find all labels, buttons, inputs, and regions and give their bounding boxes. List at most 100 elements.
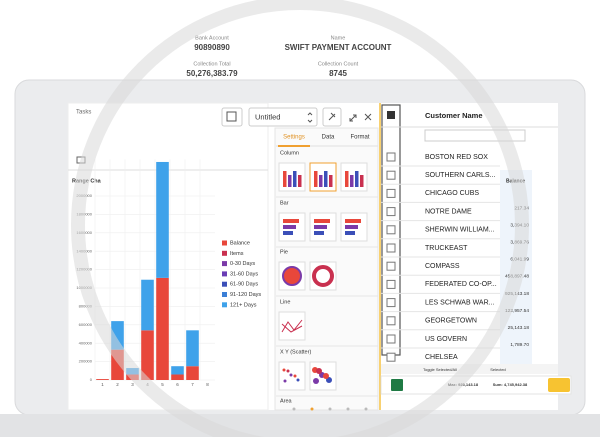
row-checkbox[interactable] — [386, 316, 396, 326]
thumb-line — [281, 319, 303, 333]
balance-value: 1,789.70 — [510, 342, 529, 348]
expand-button[interactable] — [349, 114, 357, 122]
picker-section: Bar — [280, 200, 289, 206]
field-label: Name — [331, 35, 346, 41]
bar — [96, 379, 109, 380]
x-tick-label: 5 — [161, 382, 164, 387]
document-name: Untitled — [255, 112, 280, 121]
row-checkbox[interactable] — [386, 279, 396, 289]
thumb-bar — [345, 171, 349, 187]
legend-label: 0-30 Days — [230, 261, 255, 267]
bar — [171, 366, 184, 375]
thumb-dot — [283, 379, 287, 383]
bar — [186, 366, 199, 380]
legend-swatch — [222, 302, 227, 308]
thumb-bar — [355, 171, 359, 187]
thumb-bar — [319, 175, 323, 187]
y-tick-label: 200000 — [79, 359, 93, 364]
y-tick-label: 400000 — [79, 340, 93, 345]
thumb-dot — [313, 378, 319, 384]
y-tick-label: 800000 — [79, 303, 93, 308]
thumb-bar — [314, 231, 324, 235]
chart-thumbnail[interactable] — [278, 311, 306, 341]
customer-name: TRUCKEAST — [425, 245, 468, 252]
legend-swatch — [222, 271, 227, 277]
export-button[interactable] — [391, 379, 403, 391]
y-tick-label: 600000 — [79, 322, 93, 327]
thumb-bar — [288, 175, 292, 187]
customer-name: SOUTHERN CARLS... — [425, 172, 495, 179]
dropdown-arrows — [307, 112, 313, 123]
picker-section: Pie — [280, 249, 288, 255]
customer-name: LES SCHWAB WAR... — [425, 299, 495, 306]
y-tick-label: 0 — [90, 377, 93, 382]
thumb-bar — [283, 225, 296, 229]
save-button[interactable] — [221, 107, 243, 127]
row-checkbox[interactable] — [386, 334, 396, 344]
balance-value: 122,957.54 — [505, 308, 529, 314]
row-checkbox[interactable] — [386, 243, 396, 253]
row-checkbox[interactable] — [386, 225, 396, 235]
row-checkbox[interactable] — [386, 298, 396, 308]
thumb-bar — [345, 225, 358, 229]
customer-name: SHERWIN WILLIAM... — [425, 227, 495, 234]
config-button[interactable] — [548, 378, 570, 392]
customer-name: CHICAGO CUBS — [425, 190, 479, 197]
legend-label: 121+ Days — [230, 302, 257, 308]
pager-dot — [346, 407, 350, 411]
row-checkbox[interactable] — [386, 188, 396, 198]
row-checkbox[interactable] — [386, 261, 396, 271]
pager-dot — [292, 407, 296, 411]
thumb-dot — [323, 373, 329, 379]
row-checkbox[interactable] — [386, 152, 396, 162]
picker-tab[interactable]: Data — [322, 135, 335, 141]
legend-swatch — [222, 292, 227, 297]
status-bar — [380, 375, 572, 395]
picker-content: Settings Data Format Column Bar Pie Line X Y (S… — [276, 135, 378, 411]
pager-dot — [364, 407, 368, 411]
legend-label: 31-60 Days — [230, 271, 258, 277]
row-checkbox[interactable] — [386, 170, 396, 180]
thumb-pie — [282, 266, 302, 286]
thumb-bar — [283, 171, 287, 187]
thumb-dot — [293, 374, 297, 378]
thumb-bar — [350, 175, 354, 187]
legend-swatch — [222, 240, 227, 246]
thumb-bar — [314, 219, 330, 223]
legend-swatch — [222, 250, 227, 256]
thumb-bar — [283, 231, 293, 235]
picker-tab[interactable]: Format — [350, 135, 369, 141]
bar — [141, 330, 154, 380]
legend-swatch — [222, 281, 227, 287]
bar — [171, 374, 184, 380]
field-label: Bank Account — [195, 35, 229, 41]
chart-thumbnail[interactable] — [278, 361, 306, 391]
magnifier-ring — [71, 0, 529, 437]
field-value: 8745 — [329, 69, 347, 78]
row-checkbox[interactable] — [386, 352, 396, 362]
legend-label: Balance — [230, 240, 250, 246]
thumb-bar — [345, 219, 361, 223]
thumb-bar — [298, 175, 302, 187]
filter-input[interactable] — [424, 129, 526, 142]
row-checkbox[interactable] — [386, 207, 396, 217]
thumb-bar — [314, 225, 327, 229]
field-value: SWIFT PAYMENT ACCOUNT — [285, 43, 392, 52]
thumb-bar — [329, 175, 333, 187]
legend-label: 61-90 Days — [230, 282, 258, 288]
thumb-bar — [293, 171, 297, 187]
document-dropdown[interactable] — [248, 107, 318, 127]
close-button[interactable] — [364, 113, 372, 121]
column-header: Customer Name — [425, 111, 483, 120]
status-item: Toggle Selected/All — [423, 367, 457, 372]
customer-name: NOTRE DAME — [425, 208, 472, 215]
field-label: Collection Count — [318, 61, 359, 67]
picker-tab[interactable]: Settings — [283, 135, 305, 141]
customer-name: CHELSEA — [425, 354, 458, 361]
x-tick-label: 3 — [131, 382, 134, 387]
select-all-checkbox[interactable] — [387, 111, 395, 119]
x-tick-label: 2 — [116, 382, 119, 387]
legend-label: Items — [230, 251, 244, 257]
